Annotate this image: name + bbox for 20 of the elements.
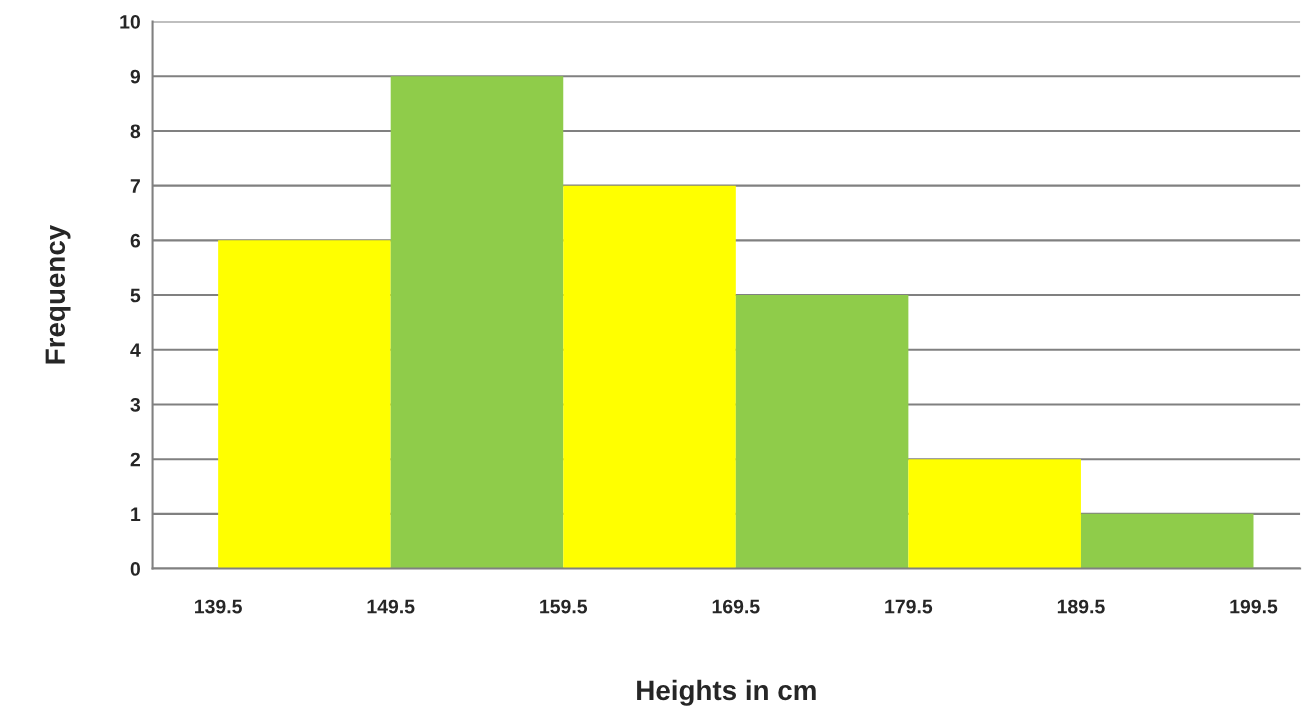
y-axis-title: Frequency	[45, 224, 71, 364]
y-tick-label: 10	[120, 14, 140, 29]
x-tick-label: 169.5	[712, 599, 760, 614]
y-tick-label: 8	[130, 124, 141, 139]
y-tick-label: 0	[130, 562, 140, 576]
x-tick-label: 149.5	[367, 599, 415, 614]
y-tick-label: 4	[130, 343, 141, 357]
x-tick-label: 159.5	[540, 599, 588, 614]
x-tick-label: 139.5	[195, 599, 242, 614]
y-tick-label: 1	[131, 507, 141, 521]
x-tick-label: 189.5	[1057, 599, 1105, 614]
x-tick-label: 179.5	[885, 599, 933, 614]
y-tick-label: 3	[130, 397, 141, 412]
x-axis-title: Heights in cm	[637, 679, 816, 706]
y-tick-label: 5	[130, 288, 141, 303]
y-tick-label: 6	[130, 233, 141, 248]
y-tick-label: 2	[130, 452, 140, 467]
y-tick-label: 9	[130, 69, 141, 84]
x-tick-label: 199.5	[1230, 599, 1278, 614]
y-tick-label: 7	[130, 179, 140, 193]
